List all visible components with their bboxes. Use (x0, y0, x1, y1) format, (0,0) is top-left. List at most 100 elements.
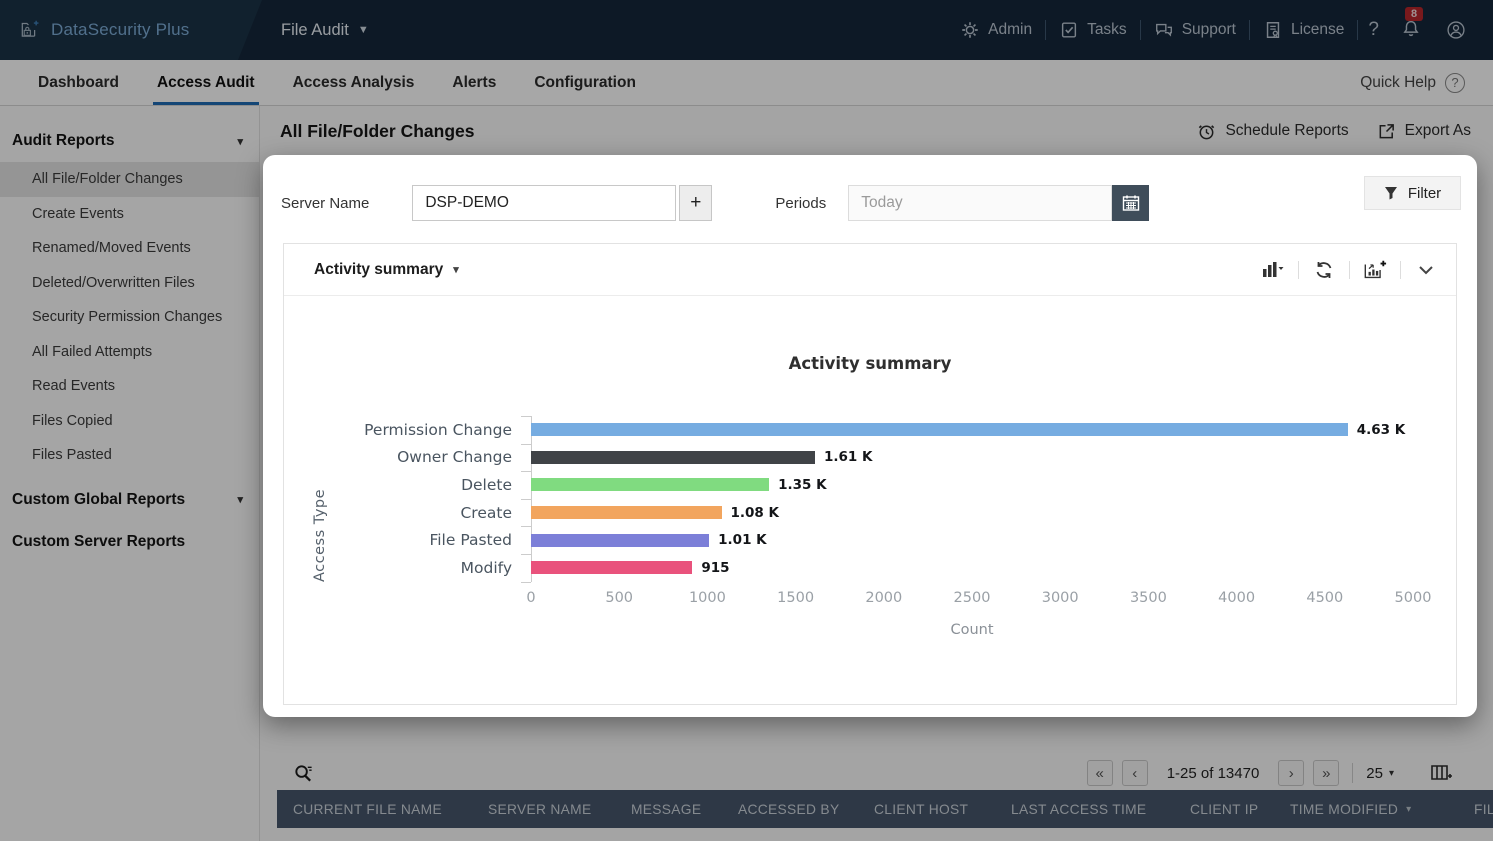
sidebar-item-read-events[interactable]: Read Events (32, 378, 116, 395)
y-axis-tick (521, 443, 531, 445)
sidebar-item-all-failed-attempts[interactable]: All Failed Attempts (32, 343, 153, 360)
refresh-icon[interactable] (1312, 259, 1336, 281)
x-axis-tick-label: 1000 (688, 590, 726, 606)
column-file[interactable]: FIL (1474, 801, 1493, 817)
filter-funnel-icon (1384, 187, 1397, 200)
sidebar-item-files-copied[interactable]: Files Copied (32, 412, 113, 429)
calendar-button[interactable] (1112, 185, 1150, 221)
x-axis-tick-label: 4000 (1218, 590, 1256, 606)
license-menu[interactable]: License (1250, 20, 1357, 40)
collapse-chevron-icon[interactable] (1414, 259, 1438, 281)
tab-configuration[interactable]: Configuration (534, 73, 636, 91)
support-menu[interactable]: Support (1141, 20, 1249, 40)
sidebar-section-custom-global-reports[interactable]: Custom Global Reports ▾ (0, 479, 259, 521)
x-axis-tick-label: 2500 (953, 590, 991, 606)
profile-button[interactable] (1433, 20, 1479, 40)
chevron-down-icon: ▾ (237, 494, 243, 506)
divider (1349, 260, 1350, 279)
server-name-input[interactable] (412, 185, 677, 221)
sidebar-item-all-file-folder-changes[interactable]: All File/Folder Changes (0, 162, 259, 197)
first-page-button[interactable]: « (1086, 760, 1113, 786)
bell-icon (1403, 20, 1419, 36)
divider (1248, 20, 1250, 40)
tab-access-audit[interactable]: Access Audit (152, 60, 259, 105)
bar-track: 915 (531, 560, 1413, 576)
page-title: All File/Folder Changes (280, 120, 475, 141)
sidebar-item-security-permission-changes[interactable]: Security Permission Changes (32, 309, 223, 326)
column-client-host[interactable]: CLIENT HOST (874, 801, 969, 817)
chart-title: Activity summary (788, 354, 952, 373)
add-report-chart-icon[interactable] (1363, 259, 1387, 281)
bar-file-pasted[interactable] (531, 533, 710, 547)
tasks-menu[interactable]: Tasks (1046, 20, 1140, 40)
activity-summary-widget: Activity summary ▾ (283, 243, 1457, 705)
top-menu: Admin Tasks Support (947, 0, 1479, 60)
add-server-button[interactable]: + (679, 185, 713, 221)
chart-bar-row: Owner Change 1.61 K (284, 444, 1413, 472)
help-icon[interactable]: ? (1368, 19, 1379, 40)
gear-icon (962, 22, 978, 38)
bar-chart: Activity summary Access Type Permission … (284, 296, 1456, 704)
bar-create[interactable] (531, 506, 722, 520)
list-toolbar: « ‹ 1-25 of 13470 › » 25 ▾ (277, 755, 1493, 791)
schedule-reports-label: Schedule Reports (1225, 122, 1349, 139)
section-title: Audit Reports (12, 132, 115, 149)
sidebar-item-files-pasted[interactable]: Files Pasted (32, 447, 112, 464)
bar-value-label: 1.08 K (730, 504, 779, 521)
column-message[interactable]: MESSAGE (631, 801, 702, 817)
column-time-modified[interactable]: TIME MODIFIED ▾ (1274, 802, 1458, 817)
notifications-button[interactable]: 8 (1389, 6, 1433, 43)
quick-help-button[interactable]: Quick Help ? (1360, 72, 1465, 93)
divider (1400, 260, 1401, 279)
column-current-file-name[interactable]: CURRENT FILE NAME (293, 801, 442, 817)
schedule-reports-button[interactable]: Schedule Reports (1197, 122, 1349, 141)
quick-help-label: Quick Help (1360, 73, 1436, 91)
module-switcher[interactable]: File Audit ▼ (281, 21, 369, 40)
prev-page-button[interactable]: ‹ (1121, 760, 1148, 786)
filter-button[interactable]: Filter (1364, 176, 1461, 210)
column-client-ip[interactable]: CLIENT IP (1190, 801, 1259, 817)
bar-delete[interactable] (531, 478, 770, 492)
sidebar-item-renamed-moved-events[interactable]: Renamed/Moved Events (32, 240, 191, 257)
widget-title-dropdown[interactable]: Activity summary ▾ (314, 261, 459, 279)
pagination: « ‹ 1-25 of 13470 › » 25 ▾ (1086, 760, 1453, 786)
table-header-row: CURRENT FILE NAME SERVER NAME MESSAGE AC… (277, 790, 1493, 828)
search-icon[interactable] (293, 763, 314, 784)
x-axis-tick-label: 3500 (1129, 590, 1167, 606)
tab-dashboard[interactable]: Dashboard (38, 73, 119, 91)
brand[interactable]: DataSecurity Plus (0, 0, 262, 60)
category-label: Create (460, 503, 512, 522)
periods-input[interactable] (848, 185, 1113, 221)
next-page-button[interactable]: › (1278, 760, 1305, 786)
server-name-label: Server Name (281, 194, 370, 212)
bar-value-label: 915 (701, 559, 730, 576)
column-server-name[interactable]: SERVER NAME (488, 801, 592, 817)
user-avatar-icon (1447, 21, 1465, 39)
page-size-value: 25 (1366, 764, 1383, 782)
chart-type-icon[interactable] (1261, 259, 1285, 281)
admin-menu[interactable]: Admin (947, 20, 1045, 40)
sidebar-item-create-events[interactable]: Create Events (32, 205, 124, 222)
export-as-button[interactable]: Export As (1377, 122, 1471, 141)
license-label: License (1290, 21, 1345, 38)
sidebar-section-audit-reports[interactable]: Audit Reports ▾ (0, 120, 259, 162)
widget-toolbar (1261, 259, 1438, 281)
bar-owner-change[interactable] (531, 450, 815, 464)
page-size-select[interactable]: 25 ▾ (1366, 765, 1394, 782)
category-label: Owner Change (397, 448, 512, 467)
tab-access-analysis[interactable]: Access Analysis (292, 73, 415, 91)
column-last-access-time[interactable]: LAST ACCESS TIME (1011, 801, 1147, 817)
sidebar-item-deleted-overwritten-files[interactable]: Deleted/Overwritten Files (32, 274, 195, 291)
tab-alerts[interactable]: Alerts (452, 73, 497, 91)
column-accessed-by[interactable]: ACCESSED BY (738, 801, 840, 817)
bar-track: 1.61 K (531, 449, 1413, 465)
folder-lock-logo-icon (20, 20, 40, 40)
bar-modify[interactable] (531, 561, 693, 575)
bar-permission-change[interactable] (531, 423, 1348, 437)
product-name: DataSecurity Plus (51, 20, 190, 39)
category-label: Permission Change (364, 420, 512, 439)
last-page-button[interactable]: » (1313, 760, 1340, 786)
add-column-icon[interactable] (1429, 762, 1453, 784)
sidebar-section-custom-server-reports[interactable]: Custom Server Reports (0, 521, 259, 563)
